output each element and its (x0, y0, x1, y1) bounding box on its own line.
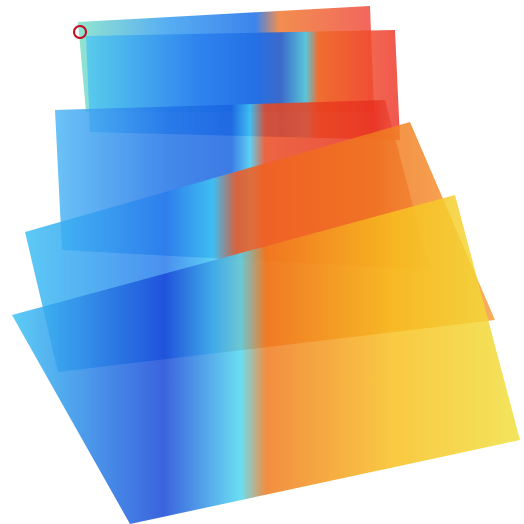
slice-5 (12, 195, 520, 524)
marker (73, 25, 87, 39)
